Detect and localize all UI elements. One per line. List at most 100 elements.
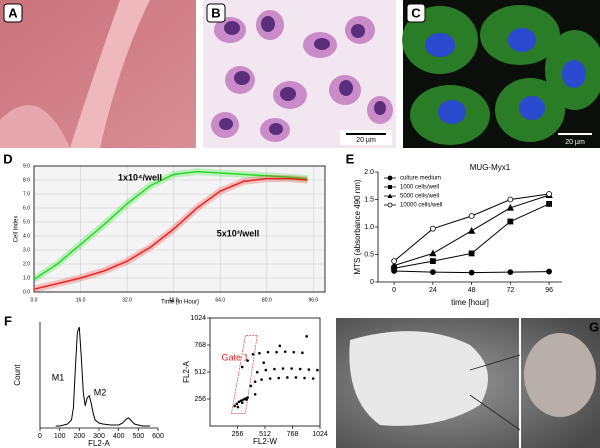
- point: [253, 393, 257, 396]
- point: [268, 377, 272, 380]
- plot-background: [34, 166, 325, 292]
- scale-bar-label: 20 µm: [565, 139, 585, 146]
- chart-title: MUG-Myx1: [470, 163, 511, 172]
- x-tick-label: 72: [506, 287, 514, 294]
- panel-label: C: [411, 5, 421, 20]
- panel-b-image: 20 µm: [203, 0, 396, 148]
- scale-bar-label: 20 µm: [356, 137, 376, 144]
- point: [278, 344, 282, 348]
- y-tick-label: 2.0: [364, 169, 374, 176]
- point: [290, 367, 293, 370]
- marker: [468, 213, 475, 219]
- marker: [507, 196, 514, 203]
- marker: [546, 268, 552, 275]
- point: [240, 401, 244, 405]
- point: [236, 405, 240, 409]
- point: [245, 398, 248, 401]
- marker: [391, 258, 398, 265]
- y-axis-label: FL2-A: [182, 360, 191, 382]
- point: [239, 399, 243, 402]
- point: [305, 335, 308, 338]
- gate: [231, 334, 258, 414]
- plot-frame: [33, 165, 326, 293]
- x-axis-label: FL2-W: [253, 437, 277, 446]
- series-label: 5x10³/well: [217, 228, 260, 238]
- y-tick-label: 7.0: [23, 191, 30, 197]
- point: [253, 380, 257, 384]
- panel-label: D: [3, 151, 12, 166]
- marker: [546, 191, 552, 197]
- y-tick-label: 512: [194, 369, 206, 376]
- y-tick-label: 2.0: [23, 261, 30, 267]
- panel-a-image: [0, 0, 196, 148]
- y-tick-label: 5.0: [23, 219, 30, 225]
- marker: [507, 218, 514, 225]
- legend-marker: [387, 175, 393, 181]
- y-tick-label: 1.5: [364, 196, 374, 203]
- point: [235, 402, 239, 406]
- panel-g-image: [336, 318, 600, 448]
- x-axis-label: Time (in Hour): [161, 300, 199, 306]
- point: [316, 368, 319, 372]
- series-label: 1x10⁴/well: [118, 172, 162, 182]
- point: [307, 368, 311, 371]
- y-tick-label: 1024: [190, 315, 206, 322]
- point: [294, 376, 298, 379]
- x-tick-label: 0.0: [31, 297, 38, 303]
- point: [246, 396, 249, 399]
- marker: [467, 227, 476, 234]
- x-tick-label: 1024: [312, 431, 328, 438]
- y-tick-label: 1.0: [23, 275, 30, 281]
- x-tick-label: 80.0: [262, 297, 272, 303]
- x-tick-label: 400: [113, 433, 125, 440]
- legend-marker: [387, 202, 393, 208]
- y-tick-label: 0: [370, 279, 374, 286]
- marker: [468, 269, 475, 276]
- x-tick-label: 500: [132, 433, 144, 440]
- x-tick-label: 64.0: [215, 297, 225, 303]
- point: [258, 351, 261, 355]
- x-tick-label: 200: [73, 433, 85, 440]
- x-tick-label: 48.0: [169, 297, 179, 303]
- point: [277, 376, 281, 380]
- point: [311, 377, 315, 380]
- marker: [507, 269, 514, 276]
- panel-label: G: [589, 319, 599, 334]
- point: [292, 350, 296, 354]
- y-axis-label: MTS (absorbance 490 nm): [353, 179, 362, 274]
- panel-label: E: [346, 151, 355, 166]
- x-tick-label: 768: [287, 431, 299, 438]
- panel-label: A: [8, 5, 18, 20]
- legend-label: 1000 cells/well: [400, 185, 439, 191]
- x-tick-label: 512: [259, 431, 271, 438]
- y-axis-label: Count: [13, 364, 22, 386]
- marker: [429, 225, 436, 232]
- point: [233, 404, 237, 408]
- marker: [468, 250, 475, 257]
- point: [298, 367, 302, 371]
- point: [301, 351, 304, 354]
- point: [240, 365, 244, 369]
- x-axis-label: time [hour]: [451, 298, 489, 307]
- point: [251, 352, 255, 356]
- point: [273, 367, 276, 371]
- x-tick-label: 0: [392, 287, 396, 294]
- panel-label: F: [4, 313, 12, 328]
- point: [286, 376, 289, 379]
- annotation: Gate 1: [221, 352, 248, 362]
- y-tick-label: 256: [194, 396, 206, 403]
- x-tick-label: 300: [93, 433, 105, 440]
- annotation: M2: [94, 387, 107, 397]
- y-tick-label: 768: [194, 342, 206, 349]
- point: [283, 350, 287, 353]
- legend-label: 5000 cells/well: [400, 194, 439, 200]
- x-tick-label: 32.0: [122, 297, 132, 303]
- legend-marker: [387, 193, 393, 198]
- x-tick-label: 256: [232, 431, 244, 438]
- marker: [429, 249, 437, 257]
- point: [281, 367, 285, 370]
- point: [303, 376, 306, 380]
- marker: [546, 200, 552, 207]
- plot-frame: [209, 317, 321, 427]
